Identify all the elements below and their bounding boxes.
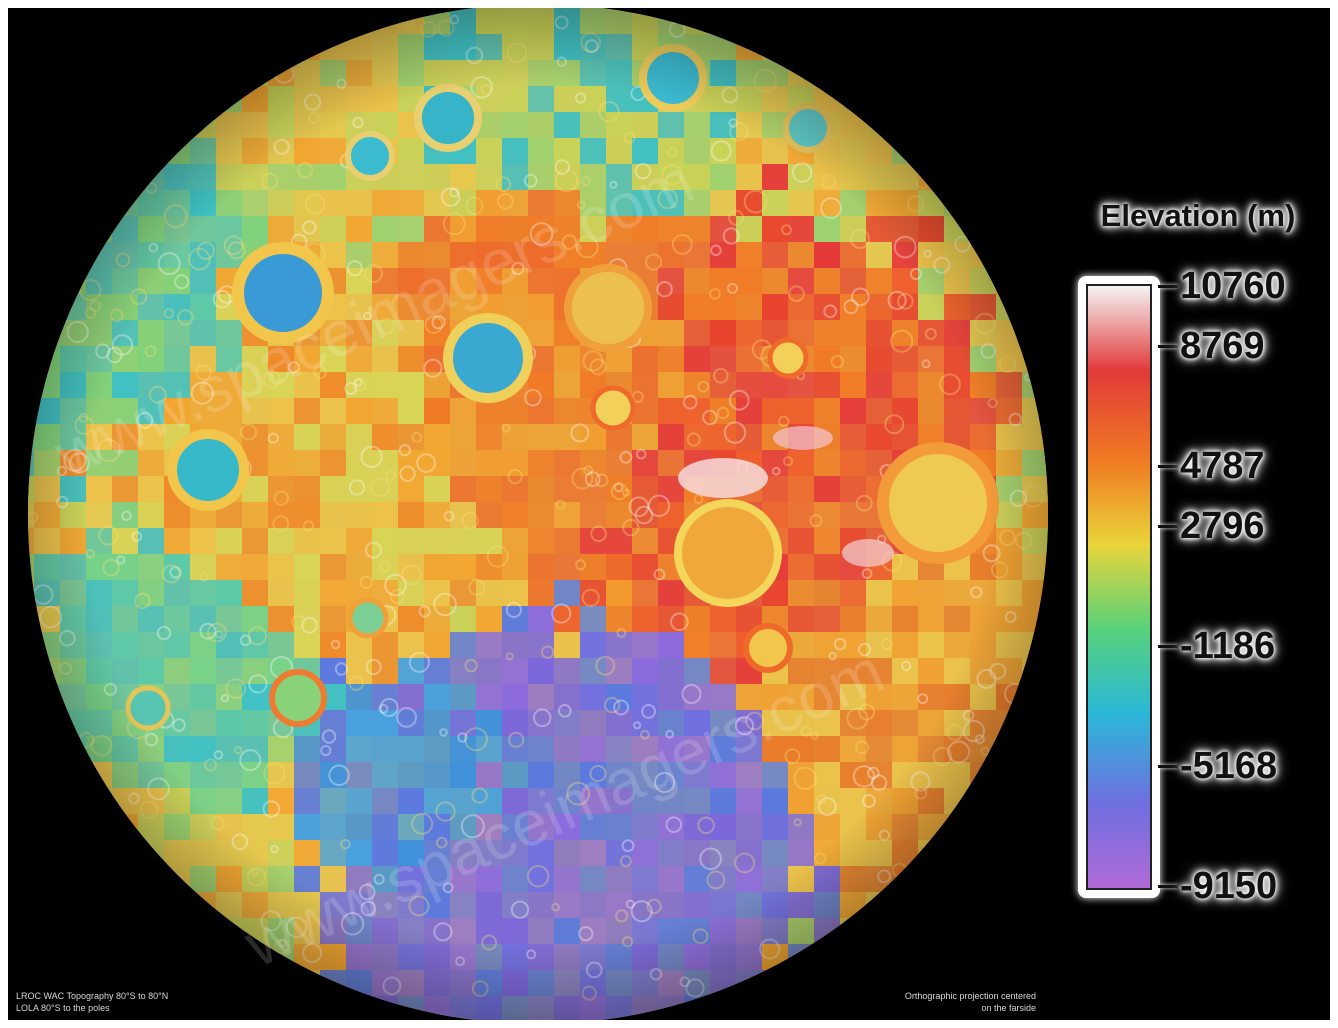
colorbar-tick-label: 8769 [1180, 325, 1265, 367]
colorbar-frame [1078, 276, 1160, 898]
colorbar-tick-label: -5168 [1180, 745, 1278, 787]
caption-right: Orthographic projection centered on the … [796, 990, 1036, 1014]
colorbar-tick-label: 2796 [1180, 505, 1265, 547]
colorbar-tick-label: 10760 [1180, 265, 1286, 307]
colorbar-tick [1158, 465, 1178, 468]
caption-right-line-1: Orthographic projection centered [904, 991, 1036, 1001]
colorbar-tick-label: -1186 [1180, 625, 1276, 667]
colorbar-tick [1158, 885, 1178, 888]
colorbar-tick [1158, 285, 1178, 288]
caption-left-line-1: LROC WAC Topography 80°S to 80°N [16, 991, 169, 1001]
colorbar-tick [1158, 645, 1178, 648]
caption-left: LROC WAC Topography 80°S to 80°N LOLA 80… [16, 990, 168, 1014]
colorbar-tick-label: 4787 [1180, 445, 1265, 487]
caption-right-line-2: on the farside [981, 1003, 1036, 1013]
colorbar-tick [1158, 765, 1178, 768]
colorbar-tick [1158, 525, 1178, 528]
colorbar-tick-label: -9150 [1180, 865, 1278, 907]
elevation-colorbar [1086, 284, 1152, 890]
legend-title: Elevation (m) [1100, 198, 1296, 233]
colorbar-tick [1158, 345, 1178, 348]
map-frame: www.spaceimagers.com www.spaceimagers.co… [8, 8, 1330, 1020]
caption-left-line-2: LOLA 80°S to the poles [16, 1003, 110, 1013]
elevation-globe: www.spaceimagers.com www.spaceimagers.co… [28, 8, 1048, 1020]
